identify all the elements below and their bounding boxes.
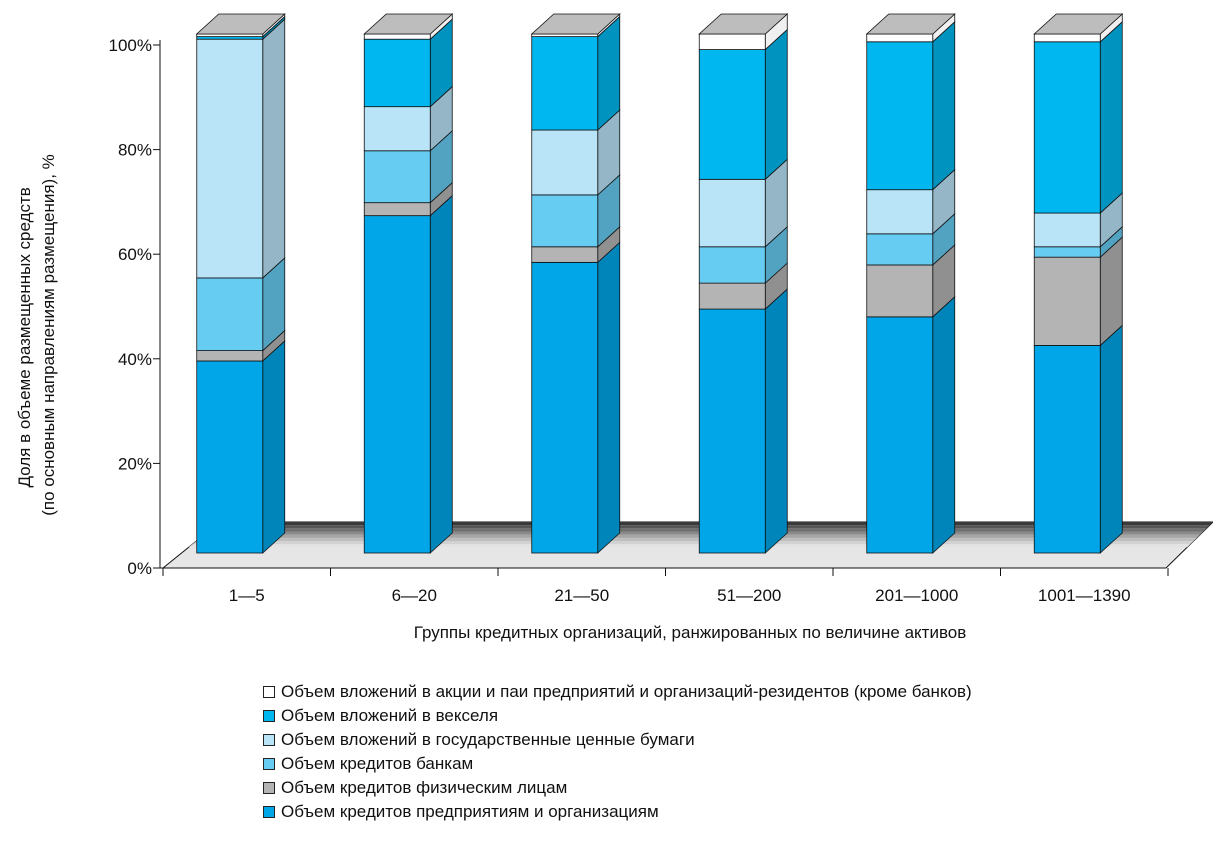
y-axis-label-line2: (по основным направлениям размещения), % bbox=[39, 154, 58, 516]
bar-segment bbox=[363, 106, 431, 152]
legend-item: Объем вложений в векселя bbox=[263, 704, 972, 728]
y-tick-label: 20% bbox=[118, 454, 152, 473]
bar-top bbox=[1033, 13, 1124, 35]
legend-swatch bbox=[263, 710, 275, 722]
bar-segment-side bbox=[262, 340, 286, 554]
bar-segment-side bbox=[597, 241, 621, 554]
bar-segment bbox=[196, 350, 264, 362]
bar-segment bbox=[1033, 246, 1101, 258]
x-tick-label: 6—20 bbox=[392, 586, 437, 605]
bar-group bbox=[195, 13, 286, 554]
y-tick-label: 60% bbox=[118, 245, 152, 264]
x-axis-label: Группы кредитных организаций, ранжирован… bbox=[414, 623, 967, 642]
bar-group bbox=[1033, 13, 1124, 554]
legend-label: Объем вложений в векселя bbox=[281, 706, 499, 725]
bar-segment bbox=[866, 233, 934, 266]
bar-top bbox=[530, 13, 621, 35]
bar-segment-side bbox=[932, 295, 956, 554]
bar-top bbox=[195, 13, 286, 35]
legend-item: Объем вложений в государственные ценные … bbox=[263, 728, 972, 752]
bar-segment bbox=[866, 41, 934, 191]
bar-segment bbox=[698, 246, 766, 284]
legend: Объем вложений в акции и паи предприятий… bbox=[263, 680, 972, 824]
bar-segment bbox=[698, 33, 766, 50]
bar-segment bbox=[866, 189, 934, 235]
bar-segment bbox=[698, 49, 766, 180]
bars bbox=[195, 13, 1124, 554]
bar-segment bbox=[531, 194, 599, 248]
bar-group bbox=[363, 13, 454, 554]
bar-segment bbox=[866, 316, 934, 554]
bar-segment-side bbox=[1099, 20, 1123, 214]
bar-segment bbox=[531, 261, 599, 554]
legend-swatch bbox=[263, 686, 275, 698]
bar-segment bbox=[196, 360, 264, 554]
bar-segment bbox=[698, 308, 766, 554]
bar-segment bbox=[1033, 256, 1101, 346]
bar-segment bbox=[531, 129, 599, 196]
y-axis-label-line1: Доля в объеме размещенных средств bbox=[15, 187, 34, 487]
bar-segment bbox=[531, 246, 599, 263]
bar-group bbox=[530, 13, 621, 554]
y-tick-label: 80% bbox=[118, 141, 152, 160]
bar-segment bbox=[866, 33, 934, 43]
legend-item: Объем кредитов банкам bbox=[263, 752, 972, 776]
bar-segment bbox=[363, 33, 431, 40]
legend-item: Объем вложений в акции и паи предприятий… bbox=[263, 680, 972, 704]
y-tick-label: 0% bbox=[127, 559, 152, 578]
bar-segment bbox=[363, 150, 431, 204]
bar-top bbox=[363, 13, 454, 35]
bar-segment bbox=[1033, 344, 1101, 554]
legend-swatch bbox=[263, 782, 275, 794]
bar-segment-side bbox=[262, 18, 286, 279]
bar-segment bbox=[698, 282, 766, 310]
legend-swatch bbox=[263, 734, 275, 746]
legend-label: Объем кредитов банкам bbox=[281, 754, 474, 773]
legend-swatch bbox=[263, 806, 275, 818]
y-tick-label: 100% bbox=[109, 36, 152, 55]
bar-group bbox=[698, 13, 789, 554]
legend-swatch bbox=[263, 758, 275, 770]
x-tick-label: 1—5 bbox=[229, 586, 265, 605]
legend-label: Объем кредитов физическим лицам bbox=[281, 778, 568, 797]
bar-segment-side bbox=[932, 20, 956, 191]
legend-item: Объем кредитов физическим лицам bbox=[263, 776, 972, 800]
bar-segment bbox=[363, 202, 431, 217]
bar-segment bbox=[866, 264, 934, 318]
bar-segment-side bbox=[764, 288, 788, 554]
bar-top bbox=[865, 13, 956, 35]
x-tick-label: 201—1000 bbox=[875, 586, 958, 605]
bar-top bbox=[698, 13, 789, 35]
bar-segment bbox=[363, 38, 431, 108]
bar-segment-side bbox=[429, 194, 453, 554]
bar-segment bbox=[1033, 212, 1101, 248]
y-tick-label: 40% bbox=[118, 350, 152, 369]
bar-segment-side bbox=[764, 28, 788, 181]
bar-segment bbox=[698, 178, 766, 248]
bar-segment bbox=[1033, 33, 1101, 43]
bar-segment bbox=[531, 36, 599, 131]
y-axis-label: Доля в объеме размещенных средств (по ос… bbox=[15, 154, 58, 516]
bar-segment-side bbox=[1099, 324, 1123, 554]
bar-segment bbox=[196, 38, 264, 279]
bar-segment bbox=[196, 277, 264, 351]
axes: 0% 20% 40% 60% 80% 100% 1—5 6—20 21—50 51—200 201—… bbox=[109, 36, 1169, 605]
x-tick-label: 51—200 bbox=[717, 586, 781, 605]
bar-segment bbox=[1033, 41, 1101, 214]
bar-segment bbox=[363, 215, 431, 554]
legend-label: Объем вложений в государственные ценные … bbox=[281, 730, 695, 749]
bar-group bbox=[865, 13, 956, 554]
legend-label: Объем вложений в акции и паи предприятий… bbox=[281, 682, 972, 701]
x-tick-label: 1001—1390 bbox=[1038, 586, 1131, 605]
legend-label: Объем кредитов предприятиям и организаци… bbox=[281, 802, 659, 821]
legend-item: Объем кредитов предприятиям и организаци… bbox=[263, 800, 972, 824]
x-tick-label: 21—50 bbox=[554, 586, 609, 605]
